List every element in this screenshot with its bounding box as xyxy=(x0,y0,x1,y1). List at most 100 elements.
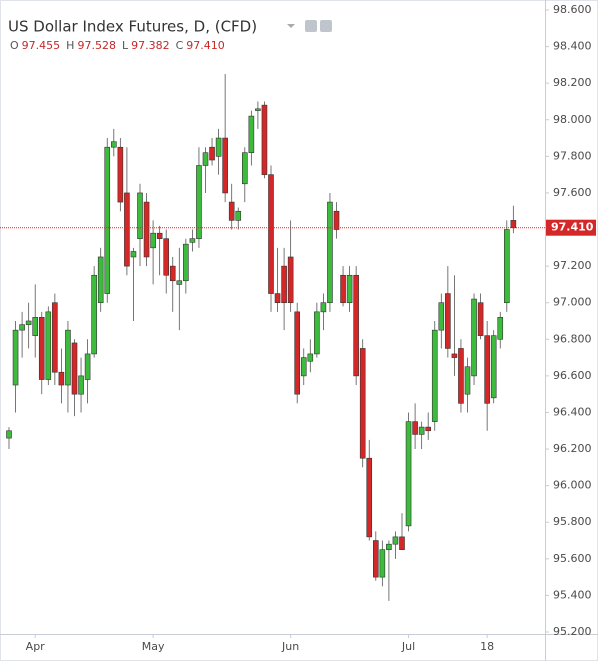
candle-body xyxy=(451,353,458,358)
candle-body xyxy=(314,311,320,355)
candle-body xyxy=(235,210,242,221)
x-tick-label: Jul xyxy=(401,640,415,653)
candle-body xyxy=(392,536,399,545)
y-tick-label: 96.600 xyxy=(553,369,592,382)
candle-body xyxy=(431,329,438,422)
candle-body xyxy=(189,238,196,243)
y-tick-label: 97.800 xyxy=(553,149,592,162)
y-tick-label: 98.000 xyxy=(553,113,592,126)
x-tick-label: Jun xyxy=(281,640,299,653)
candle-body xyxy=(38,317,45,380)
candle-body xyxy=(346,274,353,304)
ohlc-key: L xyxy=(122,39,129,52)
chart-title: US Dollar Index Futures, D, (CFD) xyxy=(8,18,257,36)
candle-body xyxy=(372,540,379,578)
candle-body xyxy=(412,421,418,435)
y-tick-label: 95.400 xyxy=(553,588,592,601)
candle-body xyxy=(222,137,228,194)
candle-body xyxy=(248,115,255,153)
candle-body xyxy=(359,348,366,459)
candle-body xyxy=(52,302,58,373)
ohlc-legend: O 97.455 H 97.528 L 97.382 C 97.410 xyxy=(10,39,225,52)
candle-body xyxy=(150,232,156,249)
candle-body xyxy=(137,192,143,239)
candle-body xyxy=(503,229,510,304)
candle-body xyxy=(45,311,52,380)
candle-body xyxy=(287,256,294,304)
ohlc-value: 97.455 xyxy=(22,39,61,52)
y-tick-label: 96.400 xyxy=(553,405,592,418)
x-tick-label: Apr xyxy=(26,640,46,653)
candle-body xyxy=(340,274,346,304)
ohlc-key: H xyxy=(66,39,74,52)
last-price-label: 97.410 xyxy=(551,221,594,234)
candle-body xyxy=(176,280,183,285)
x-tick-label: May xyxy=(142,640,165,653)
ohlc-value: 97.410 xyxy=(186,39,225,52)
candle-body xyxy=(6,430,12,439)
candle-body xyxy=(261,104,268,175)
candle-body xyxy=(71,342,78,395)
candle-body xyxy=(300,357,307,377)
y-tick-label: 95.600 xyxy=(553,552,592,565)
candle-body xyxy=(25,320,32,325)
last-price-box xyxy=(546,219,596,236)
y-tick-label: 97.200 xyxy=(553,259,592,272)
y-tick-label: 98.600 xyxy=(553,3,592,16)
candle-body xyxy=(333,210,340,230)
candle-body xyxy=(156,232,163,239)
y-tick-label: 95.200 xyxy=(553,625,592,638)
candle-body xyxy=(399,536,405,550)
candle-body xyxy=(477,302,484,336)
candle-body xyxy=(320,302,327,313)
candle-body xyxy=(458,348,464,404)
candle-body xyxy=(19,324,25,331)
candle-body xyxy=(497,317,504,340)
candle-body xyxy=(196,165,202,239)
candle-body xyxy=(117,146,124,203)
candle-body xyxy=(111,141,117,148)
y-tick-label: 98.400 xyxy=(553,40,592,53)
candle-body xyxy=(327,201,333,304)
candle-body xyxy=(510,220,517,229)
candle-body xyxy=(464,366,471,395)
candle-body xyxy=(84,353,91,380)
candle-body xyxy=(418,426,425,435)
settings-icon[interactable] xyxy=(320,20,332,32)
candle-body xyxy=(143,201,150,258)
candle-body xyxy=(78,375,84,395)
candle-body xyxy=(183,243,189,282)
candle-body xyxy=(228,201,235,221)
candle-body xyxy=(379,549,386,578)
y-tick-label: 95.800 xyxy=(553,515,592,528)
ohlc-value: 97.382 xyxy=(131,39,170,52)
candle-body xyxy=(209,146,215,161)
ohlc-value: 97.528 xyxy=(77,39,116,52)
candle-body xyxy=(425,426,432,432)
ohlc-key: O xyxy=(10,39,19,52)
candle-body xyxy=(97,256,104,304)
dropdown-icon[interactable] xyxy=(287,24,295,28)
eye-icon[interactable] xyxy=(305,20,317,32)
candle-body xyxy=(169,265,176,282)
y-tick-label: 97.000 xyxy=(553,296,592,309)
y-tick-label: 98.200 xyxy=(553,76,592,89)
candle-body xyxy=(91,274,97,355)
y-tick-label: 96.000 xyxy=(553,479,592,492)
candle-body xyxy=(58,371,65,386)
candle-body xyxy=(438,302,445,331)
candle-body xyxy=(215,137,222,157)
x-tick-label: 18 xyxy=(480,640,494,653)
candle-body xyxy=(353,274,359,377)
candle-body xyxy=(255,108,261,111)
candle-body xyxy=(202,152,209,166)
y-tick-label: 96.200 xyxy=(553,442,592,455)
candle-body xyxy=(307,353,314,362)
candle-body xyxy=(294,311,301,395)
y-tick-label: 97.600 xyxy=(553,186,592,199)
candle-body xyxy=(130,251,137,258)
ohlc-key: C xyxy=(176,39,184,52)
candle-body xyxy=(386,543,392,550)
candle-body xyxy=(12,329,19,386)
